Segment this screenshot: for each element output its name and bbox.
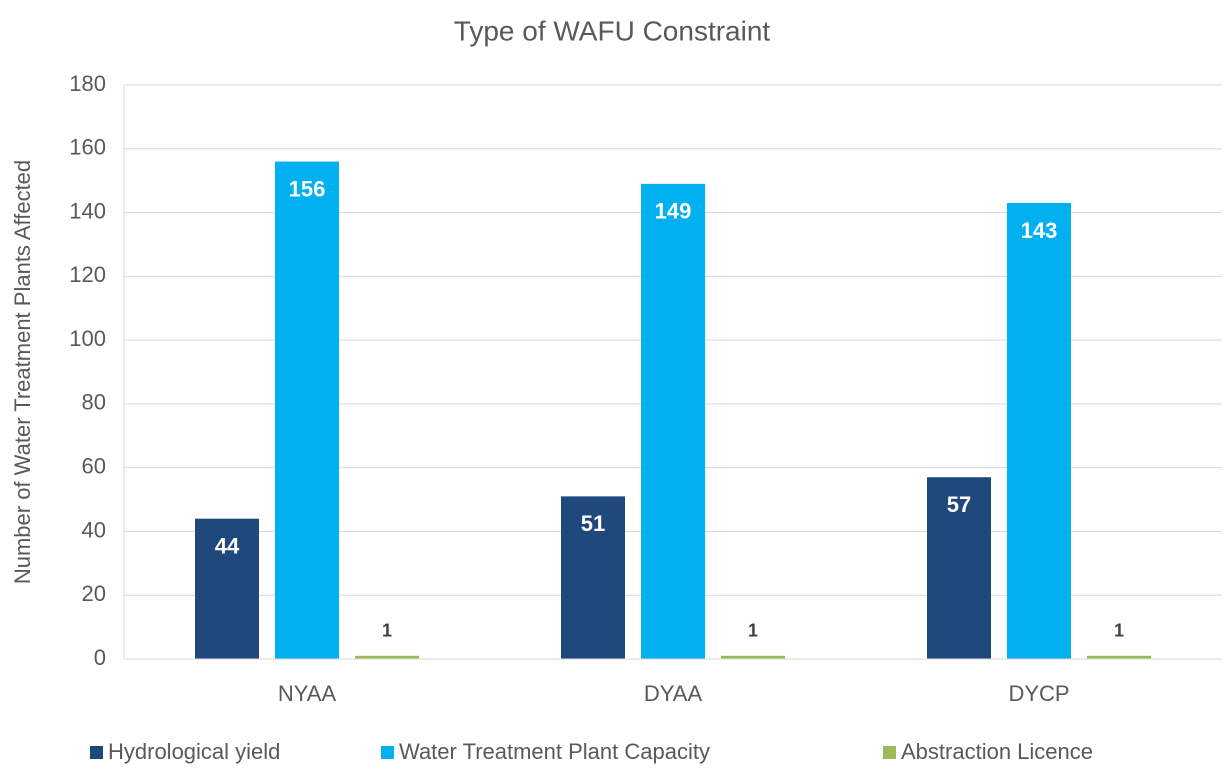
data-label: 1 <box>382 621 392 641</box>
data-label: 156 <box>289 176 326 201</box>
bar <box>927 477 991 659</box>
x-tick-label: DYAA <box>644 681 703 706</box>
chart-title: Type of WAFU Constraint <box>454 15 771 46</box>
y-tick-label: 160 <box>69 135 106 160</box>
bar <box>561 496 625 659</box>
data-label: 51 <box>581 511 605 536</box>
legend-label: Hydrological yield <box>108 739 280 764</box>
data-label: 143 <box>1021 218 1058 243</box>
y-tick-label: 60 <box>82 453 106 478</box>
bar <box>355 655 419 659</box>
y-tick-label: 100 <box>69 326 106 351</box>
x-tick-label: DYCP <box>1008 681 1069 706</box>
x-tick-label: NYAA <box>278 681 337 706</box>
y-tick-label: 20 <box>82 581 106 606</box>
bar <box>1087 655 1151 659</box>
data-label: 1 <box>1114 621 1124 641</box>
legend-swatch <box>381 746 394 759</box>
legend-swatch <box>90 746 103 759</box>
bar <box>195 518 259 659</box>
data-label: 1 <box>748 621 758 641</box>
y-tick-label: 140 <box>69 198 106 223</box>
y-tick-label: 180 <box>69 71 106 96</box>
data-label: 44 <box>215 534 240 559</box>
y-axis-label: Number of Water Treatment Plants Affecte… <box>10 160 35 584</box>
legend-label: Abstraction Licence <box>901 739 1093 764</box>
y-tick-label: 80 <box>82 390 106 415</box>
legend-swatch <box>883 746 896 759</box>
bar <box>1007 202 1071 659</box>
legend-label: Water Treatment Plant Capacity <box>399 739 710 764</box>
bar <box>641 183 705 659</box>
y-tick-label: 40 <box>82 517 106 542</box>
y-tick-label: 120 <box>69 262 106 287</box>
bar <box>721 655 785 659</box>
data-label: 57 <box>947 492 971 517</box>
bar <box>275 161 339 660</box>
data-label: 149 <box>655 199 692 224</box>
y-tick-label: 0 <box>94 645 106 670</box>
